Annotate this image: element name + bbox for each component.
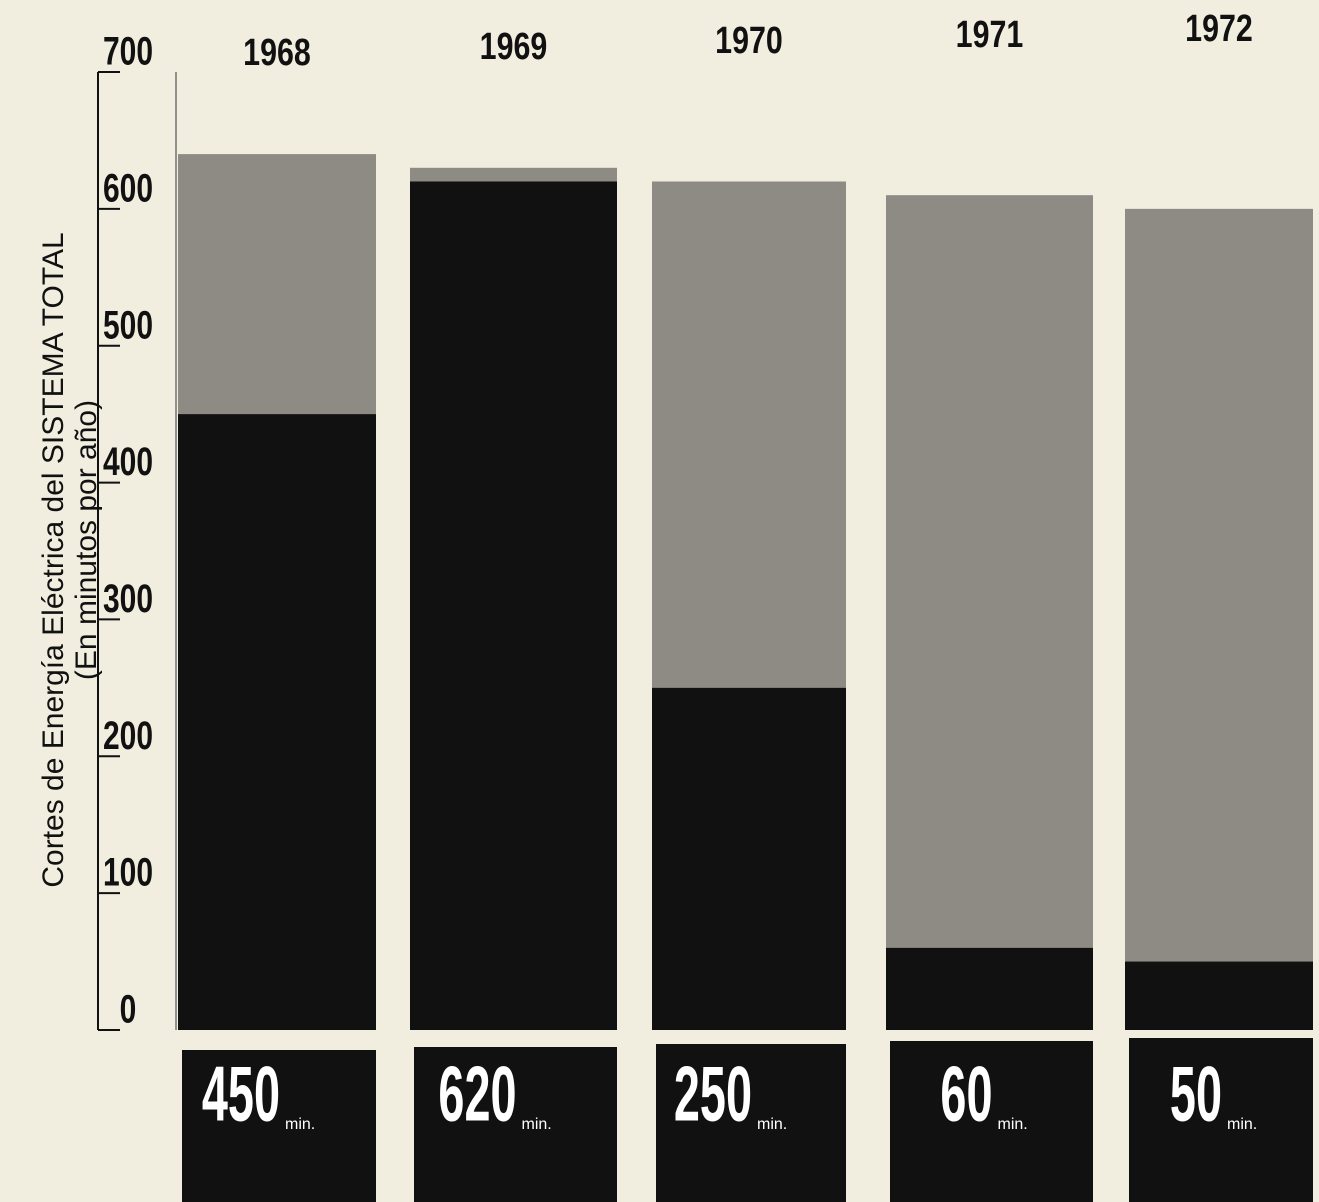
y-axis-title: Cortes de Energía Eléctrica del SISTEMA … <box>37 232 70 887</box>
y-tick-label: 200 <box>103 714 153 758</box>
value-label: 250 <box>674 1050 752 1137</box>
value-label: 60 <box>940 1050 992 1137</box>
bar <box>410 181 617 1030</box>
value-box <box>414 1047 617 1202</box>
unit-label: min. <box>1227 1116 1257 1133</box>
y-axis-subtitle: (En minutos por año) <box>70 400 103 680</box>
x-tick-label: 1970 <box>715 20 783 62</box>
unit-label: min. <box>998 1116 1028 1133</box>
y-tick-label: 700 <box>103 29 153 73</box>
value-box <box>1129 1038 1313 1202</box>
bar <box>178 414 376 1031</box>
value-label: 620 <box>438 1050 516 1137</box>
y-tick-label: 100 <box>103 851 153 895</box>
y-tick-label: 0 <box>120 987 137 1031</box>
y-tick-label: 500 <box>103 303 153 347</box>
x-tick-label: 1971 <box>956 14 1024 56</box>
bar <box>886 947 1093 1030</box>
value-label: 450 <box>202 1050 280 1137</box>
bar <box>652 687 846 1030</box>
value-box <box>890 1041 1093 1202</box>
y-tick-label: 600 <box>103 166 153 210</box>
x-tick-label: 1968 <box>243 32 311 74</box>
value-label: 50 <box>1170 1050 1222 1137</box>
unit-label: min. <box>285 1116 315 1133</box>
unit-label: min. <box>757 1116 787 1133</box>
photo-backdrop <box>886 195 1093 1030</box>
value-box <box>182 1050 376 1202</box>
photo-backdrop <box>1125 208 1313 1030</box>
value-box <box>656 1044 846 1202</box>
y-tick-label: 300 <box>103 577 153 621</box>
x-tick-label: 1972 <box>1185 8 1253 50</box>
bar <box>1125 961 1313 1030</box>
y-tick-label: 400 <box>103 440 153 484</box>
unit-label: min. <box>522 1116 552 1133</box>
x-tick-label: 1969 <box>480 26 548 68</box>
